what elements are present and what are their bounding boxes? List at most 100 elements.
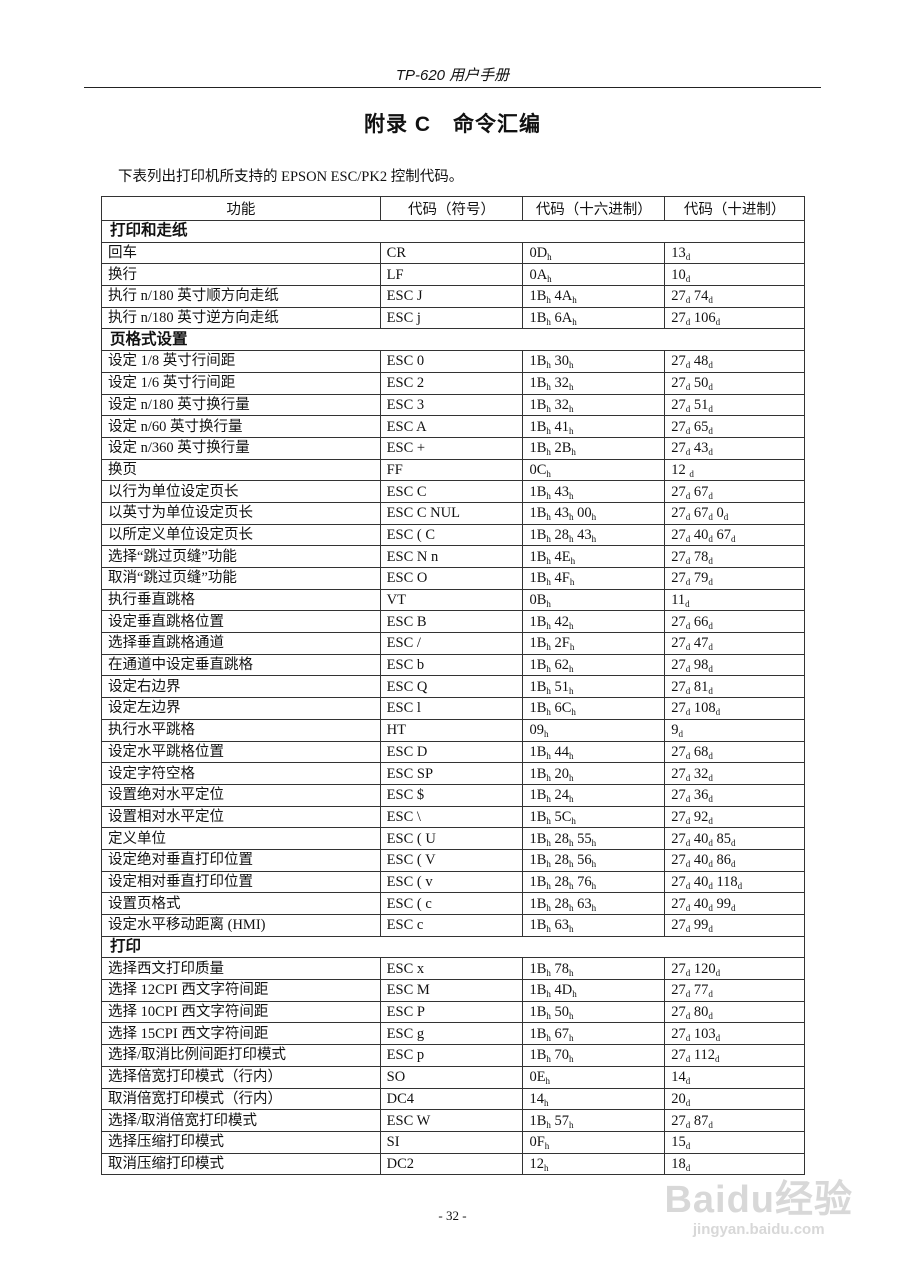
table-row: 设置相对水平定位 ESC \ 1Bh 5Ch 27d 92d bbox=[101, 805, 805, 829]
header-symbol: 代码（符号） bbox=[379, 196, 524, 221]
table-row: 以所定义单位设定页长 ESC ( C 1Bh 28h 43h 27d 40d 67d bbox=[101, 523, 805, 547]
table-row: 设定 1/8 英寸行间距 ESC 0 1Bh 30h 27d 48d bbox=[101, 350, 805, 373]
watermark: Baidu经验 jingyan.baidu.com bbox=[664, 1168, 853, 1238]
cell-decimal: 27d 51d bbox=[664, 393, 805, 417]
table-row: 取消倍宽打印模式（行内） DC4 14h 20d bbox=[101, 1087, 805, 1111]
cell-decimal: 27d 92d bbox=[664, 805, 805, 829]
cell-function: 选择/取消倍宽打印模式 bbox=[101, 1109, 381, 1132]
cell-hex: 0Bh bbox=[522, 588, 666, 612]
cell-hex: 1Bh 4Dh bbox=[522, 979, 666, 1002]
cell-function: 设定 1/8 英寸行间距 bbox=[101, 350, 381, 373]
cell-hex: 1Bh 51h bbox=[522, 675, 666, 699]
cell-symbol: ESC 3 bbox=[379, 393, 524, 417]
table-row: 设定绝对垂直打印位置 ESC ( V 1Bh 28h 56h 27d 40d 86d bbox=[101, 848, 805, 872]
cell-symbol: ESC p bbox=[379, 1044, 524, 1067]
table-row: 换行 LF 0Ah 10d bbox=[101, 263, 805, 287]
cell-decimal: 27d 40d 86d bbox=[664, 848, 805, 872]
cell-symbol: ESC M bbox=[379, 979, 524, 1002]
cell-decimal: 27d 68d bbox=[664, 740, 805, 764]
cell-hex: 09h bbox=[522, 718, 666, 742]
cell-hex: 12h bbox=[522, 1152, 666, 1176]
table-row: 设置绝对水平定位 ESC $1Bh 24h 27d 36d bbox=[101, 783, 805, 807]
cell-decimal: 27d 112d bbox=[664, 1044, 805, 1067]
cell-function: 设定左边界 bbox=[101, 697, 381, 720]
cell-symbol: ESC P bbox=[379, 1000, 524, 1024]
table-row: 换页 FF 0Ch 12 d bbox=[101, 458, 805, 482]
cell-decimal: 12 d bbox=[664, 458, 805, 482]
cell-hex: 1Bh 2Fh bbox=[522, 632, 666, 655]
cell-symbol: ESC D bbox=[379, 740, 524, 764]
cell-decimal: 10d bbox=[664, 263, 805, 287]
cell-function: 执行水平跳格 bbox=[101, 718, 381, 742]
table-row: 定义单位 ESC ( U 1Bh 28h 55h 27d 40d 85d bbox=[101, 827, 805, 850]
section-heading: 打印 bbox=[101, 935, 805, 959]
cell-function: 选择“跳过页缝”功能 bbox=[101, 545, 381, 568]
cell-hex: 1Bh 43h 00h bbox=[522, 501, 666, 525]
table-row: 设定左边界 ESC l 1Bh 6Ch 27d 108d bbox=[101, 697, 805, 720]
table-row: 选择“跳过页缝”功能 ESC N n 1Bh 4Eh 27d 78d bbox=[101, 545, 805, 568]
cell-decimal: 27d 78d bbox=[664, 545, 805, 568]
cell-symbol: ESC C NUL bbox=[379, 501, 524, 525]
table-row: 选择西文打印质量 ESC x 1Bh 78h 27d 120d bbox=[101, 957, 805, 981]
cell-decimal: 27d 36d bbox=[664, 783, 805, 807]
cell-decimal: 27d 40d 85d bbox=[664, 827, 805, 850]
page-number: - 32 - bbox=[438, 1208, 467, 1223]
header-rule bbox=[84, 87, 821, 88]
cell-function: 回车 bbox=[101, 241, 381, 265]
cell-decimal: 27d 67d 0d bbox=[664, 501, 805, 525]
watermark-logo: Baidu经验 bbox=[664, 1179, 853, 1221]
cell-decimal: 27d 80d bbox=[664, 1000, 805, 1024]
table-row: 选择 12CPI 西文字符间距 ESC M 1Bh 4Dh 27d 77d bbox=[101, 979, 805, 1002]
cell-symbol: ESC Q bbox=[379, 675, 524, 699]
cell-decimal: 27d 47d bbox=[664, 632, 805, 655]
cell-symbol: ESC O bbox=[379, 567, 524, 590]
intro-text: 下表列出打印机所支持的 EPSON ESC/PK2 控制代码。 bbox=[118, 169, 464, 185]
table-row: 设定垂直跳格位置 ESC B 1Bh 42h 27d 66d bbox=[101, 610, 805, 634]
table-row: 选择压缩打印模式 SI 0Fh 15d bbox=[101, 1130, 805, 1154]
cell-hex: 1Bh 32h bbox=[522, 371, 666, 395]
cell-decimal: 27d 79d bbox=[664, 567, 805, 590]
cell-decimal: 27d 40d 118d bbox=[664, 870, 805, 894]
cell-decimal: 27d 32d bbox=[664, 762, 805, 785]
cell-function: 设定 n/180 英寸换行量 bbox=[101, 393, 381, 417]
cell-decimal: 27d 67d bbox=[664, 480, 805, 503]
cell-symbol: ESC A bbox=[379, 415, 524, 438]
table-row: 选择 15CPI 西文字符间距 ESC g 1Bh 67h 27d 103d bbox=[101, 1022, 805, 1046]
cell-function: 设定右边界 bbox=[101, 675, 381, 699]
section-row: 打印和走纸 bbox=[101, 220, 805, 243]
cell-function: 定义单位 bbox=[101, 827, 381, 850]
cell-hex: 1Bh 2Bh bbox=[522, 436, 666, 460]
section-heading: 打印和走纸 bbox=[101, 220, 805, 243]
table-header-row: 功能 代码（符号） 代码（十六进制） 代码（十进制） bbox=[101, 196, 805, 221]
table-row: 以行为单位设定页长 ESC C 1Bh 43h 27d 67d bbox=[101, 480, 805, 503]
table-row: 选择/取消倍宽打印模式 ESC W 1Bh 57h 27d 87d bbox=[101, 1109, 805, 1132]
cell-symbol: ESC SP bbox=[379, 762, 524, 785]
cell-decimal: 13d bbox=[664, 241, 805, 265]
section-row: 打印 bbox=[101, 935, 805, 959]
cell-decimal: 27d 50d bbox=[664, 371, 805, 395]
cell-hex: 1Bh 4Eh bbox=[522, 545, 666, 568]
cell-function: 换页 bbox=[101, 458, 381, 482]
cell-function: 设定相对垂直打印位置 bbox=[101, 870, 381, 894]
cell-decimal: 27d 40d 67d bbox=[664, 523, 805, 547]
table-row: 执行 n/180 英寸逆方向走纸 ESC j 1Bh 6Ah 27d 106d bbox=[101, 306, 805, 330]
cell-function: 执行 n/180 英寸逆方向走纸 bbox=[101, 306, 381, 330]
cell-function: 执行垂直跳格 bbox=[101, 588, 381, 612]
cell-hex: 0Ch bbox=[522, 458, 666, 482]
table-row: 设定 n/360 英寸换行量 ESC +1Bh 2Bh 27d 43d bbox=[101, 436, 805, 460]
cell-symbol: DC2 bbox=[379, 1152, 524, 1176]
table-row: 设定 n/180 英寸换行量 ESC 3 1Bh 32h 27d 51d bbox=[101, 393, 805, 417]
cell-symbol: SI bbox=[379, 1130, 524, 1154]
cell-symbol: ESC j bbox=[379, 306, 524, 330]
cell-symbol: ESC 2 bbox=[379, 371, 524, 395]
cell-function: 取消压缩打印模式 bbox=[101, 1152, 381, 1176]
cell-decimal: 27d 106d bbox=[664, 306, 805, 330]
cell-decimal: 18d bbox=[664, 1152, 805, 1176]
table-row: 取消“跳过页缝”功能 ESC O 1Bh 4Fh 27d 79d bbox=[101, 567, 805, 590]
cell-hex: 1Bh 62h bbox=[522, 653, 666, 677]
cell-function: 设定水平跳格位置 bbox=[101, 740, 381, 764]
cell-decimal: 9d bbox=[664, 718, 805, 742]
cell-symbol: SO bbox=[379, 1065, 524, 1089]
cell-function: 设定绝对垂直打印位置 bbox=[101, 848, 381, 872]
